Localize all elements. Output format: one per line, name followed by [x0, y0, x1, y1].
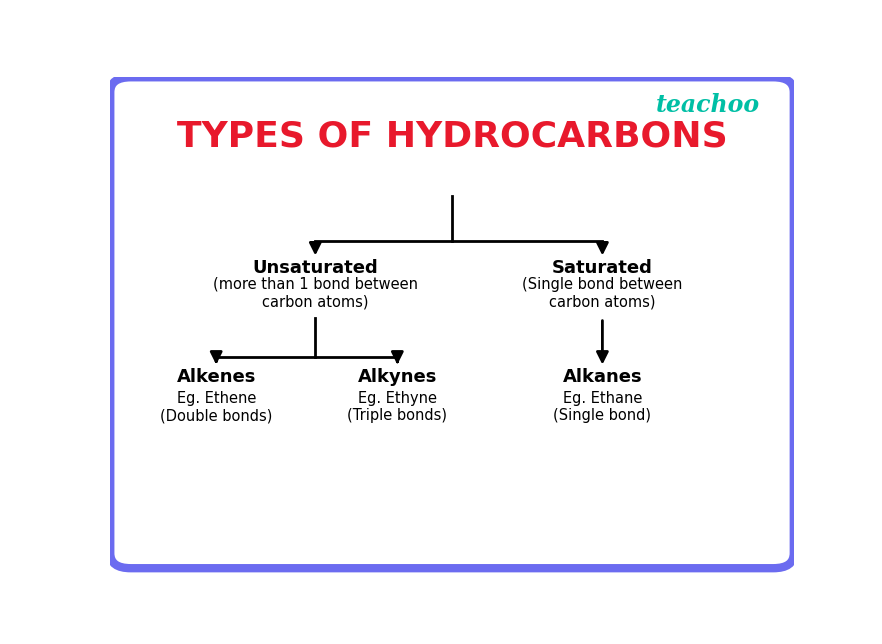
Text: (more than 1 bond between
carbon atoms): (more than 1 bond between carbon atoms): [213, 277, 418, 309]
Text: Eg. Ethene
(Double bonds): Eg. Ethene (Double bonds): [160, 391, 273, 423]
FancyBboxPatch shape: [110, 77, 794, 568]
Text: Unsaturated: Unsaturated: [252, 259, 378, 277]
Text: Alkenes: Alkenes: [176, 368, 256, 386]
Text: TYPES OF HYDROCARBONS: TYPES OF HYDROCARBONS: [176, 120, 728, 154]
Text: Eg. Ethyne
(Triple bonds): Eg. Ethyne (Triple bonds): [348, 391, 447, 423]
Text: (Single bond between
carbon atoms): (Single bond between carbon atoms): [522, 277, 683, 309]
Text: Saturated: Saturated: [552, 259, 653, 277]
Text: Alkanes: Alkanes: [563, 368, 642, 386]
Text: teachoo: teachoo: [656, 93, 760, 117]
Text: Alkynes: Alkynes: [358, 368, 437, 386]
Text: Eg. Ethane
(Single bond): Eg. Ethane (Single bond): [553, 391, 652, 423]
